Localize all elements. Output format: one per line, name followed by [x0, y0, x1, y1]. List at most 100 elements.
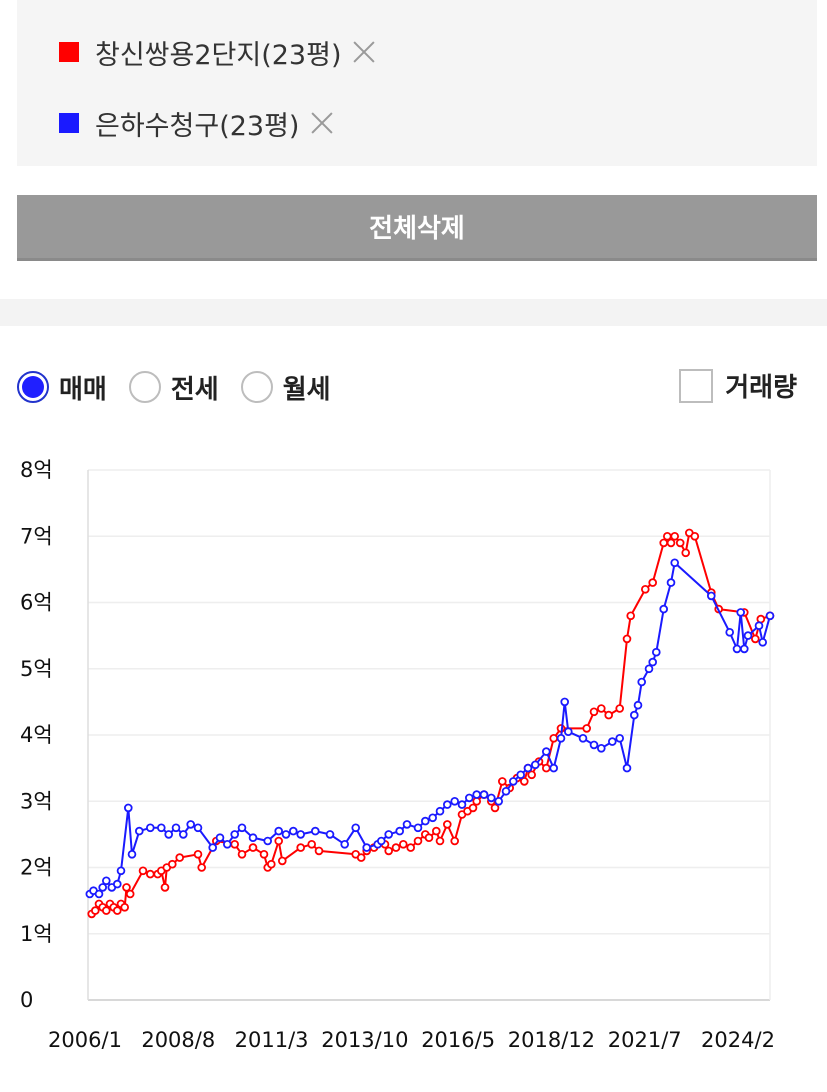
radio-checked-icon[interactable]: [17, 371, 49, 403]
data-point[interactable]: [237, 849, 247, 859]
radio-option-monthly-rent[interactable]: 월세: [240, 369, 331, 406]
data-point[interactable]: [274, 826, 284, 836]
data-point[interactable]: [582, 724, 591, 733]
data-point[interactable]: [310, 826, 320, 836]
data-point[interactable]: [442, 820, 452, 829]
data-point[interactable]: [644, 664, 654, 674]
data-point[interactable]: [527, 770, 536, 780]
close-icon[interactable]: [351, 39, 377, 65]
data-point[interactable]: [395, 826, 405, 836]
data-point[interactable]: [113, 906, 122, 915]
data-point[interactable]: [486, 793, 496, 803]
data-point[interactable]: [266, 859, 276, 869]
data-point[interactable]: [690, 532, 700, 541]
data-point[interactable]: [314, 846, 324, 856]
data-point[interactable]: [765, 611, 775, 621]
data-point[interactable]: [604, 710, 613, 720]
data-point[interactable]: [541, 763, 551, 773]
data-point[interactable]: [519, 777, 529, 786]
radio-unchecked-icon[interactable]: [240, 371, 273, 403]
data-point[interactable]: [307, 839, 317, 849]
data-point[interactable]: [750, 634, 760, 644]
data-point[interactable]: [413, 836, 423, 846]
data-point[interactable]: [675, 538, 685, 548]
data-point[interactable]: [116, 866, 126, 876]
data-point[interactable]: [135, 826, 144, 836]
close-icon[interactable]: [309, 110, 335, 136]
data-point[interactable]: [281, 830, 291, 839]
data-point[interactable]: [124, 803, 133, 813]
data-point[interactable]: [615, 733, 624, 743]
checkbox-icon[interactable]: [679, 368, 714, 403]
data-point[interactable]: [560, 697, 569, 707]
data-point[interactable]: [237, 823, 247, 833]
data-point[interactable]: [122, 883, 131, 892]
data-point[interactable]: [263, 836, 273, 846]
data-point[interactable]: [384, 846, 394, 856]
radio-option-sale[interactable]: 매매: [17, 369, 107, 406]
data-point[interactable]: [607, 737, 617, 746]
data-point[interactable]: [435, 806, 445, 816]
data-point[interactable]: [102, 876, 111, 886]
data-point[interactable]: [362, 843, 372, 852]
data-point[interactable]: [435, 836, 445, 846]
data-point[interactable]: [739, 644, 749, 654]
data-point[interactable]: [406, 843, 416, 852]
data-point[interactable]: [325, 830, 335, 839]
data-point[interactable]: [578, 733, 588, 743]
radio-option-jeonse[interactable]: 전세: [128, 369, 219, 406]
data-point[interactable]: [637, 677, 646, 687]
data-point[interactable]: [113, 879, 122, 889]
data-point[interactable]: [468, 803, 478, 813]
data-point[interactable]: [428, 813, 438, 823]
data-point[interactable]: [186, 820, 196, 829]
data-point[interactable]: [758, 638, 767, 647]
data-point[interactable]: [472, 790, 482, 799]
data-point[interactable]: [640, 585, 650, 594]
data-point[interactable]: [494, 796, 504, 806]
data-point[interactable]: [648, 657, 657, 667]
data-point[interactable]: [490, 803, 500, 813]
data-point[interactable]: [193, 823, 203, 833]
data-point[interactable]: [296, 830, 306, 839]
data-point[interactable]: [424, 833, 434, 843]
data-point[interactable]: [391, 843, 401, 852]
data-point[interactable]: [351, 823, 361, 833]
data-point[interactable]: [356, 853, 366, 862]
data-point[interactable]: [146, 823, 155, 833]
data-point[interactable]: [549, 733, 558, 743]
data-point[interactable]: [530, 760, 540, 770]
data-point[interactable]: [626, 611, 635, 621]
data-point[interactable]: [472, 796, 482, 806]
data-point[interactable]: [666, 538, 676, 548]
data-point[interactable]: [420, 816, 430, 826]
data-point[interactable]: [168, 859, 177, 869]
data-point[interactable]: [146, 869, 155, 879]
data-point[interactable]: [197, 863, 207, 872]
data-point[interactable]: [589, 707, 599, 717]
data-point[interactable]: [127, 849, 137, 859]
data-point[interactable]: [736, 608, 745, 617]
data-point[interactable]: [175, 853, 185, 862]
data-point[interactable]: [651, 647, 661, 657]
data-point[interactable]: [479, 790, 489, 799]
data-point[interactable]: [670, 558, 679, 568]
data-point[interactable]: [516, 770, 525, 780]
delete-all-button[interactable]: 전체삭제: [17, 195, 817, 261]
volume-checkbox[interactable]: 거래량: [679, 367, 797, 404]
data-point[interactable]: [125, 889, 135, 899]
data-point[interactable]: [615, 704, 624, 713]
data-point[interactable]: [659, 538, 668, 548]
data-point[interactable]: [171, 823, 181, 833]
data-point[interactable]: [563, 727, 573, 737]
data-point[interactable]: [277, 856, 287, 866]
data-point[interactable]: [431, 826, 441, 836]
data-point[interactable]: [589, 740, 599, 750]
data-point[interactable]: [259, 849, 269, 859]
data-point[interactable]: [596, 704, 606, 713]
data-point[interactable]: [464, 793, 474, 803]
data-point[interactable]: [556, 733, 566, 743]
data-point[interactable]: [442, 800, 452, 809]
data-point[interactable]: [497, 777, 507, 786]
data-point[interactable]: [160, 883, 170, 892]
